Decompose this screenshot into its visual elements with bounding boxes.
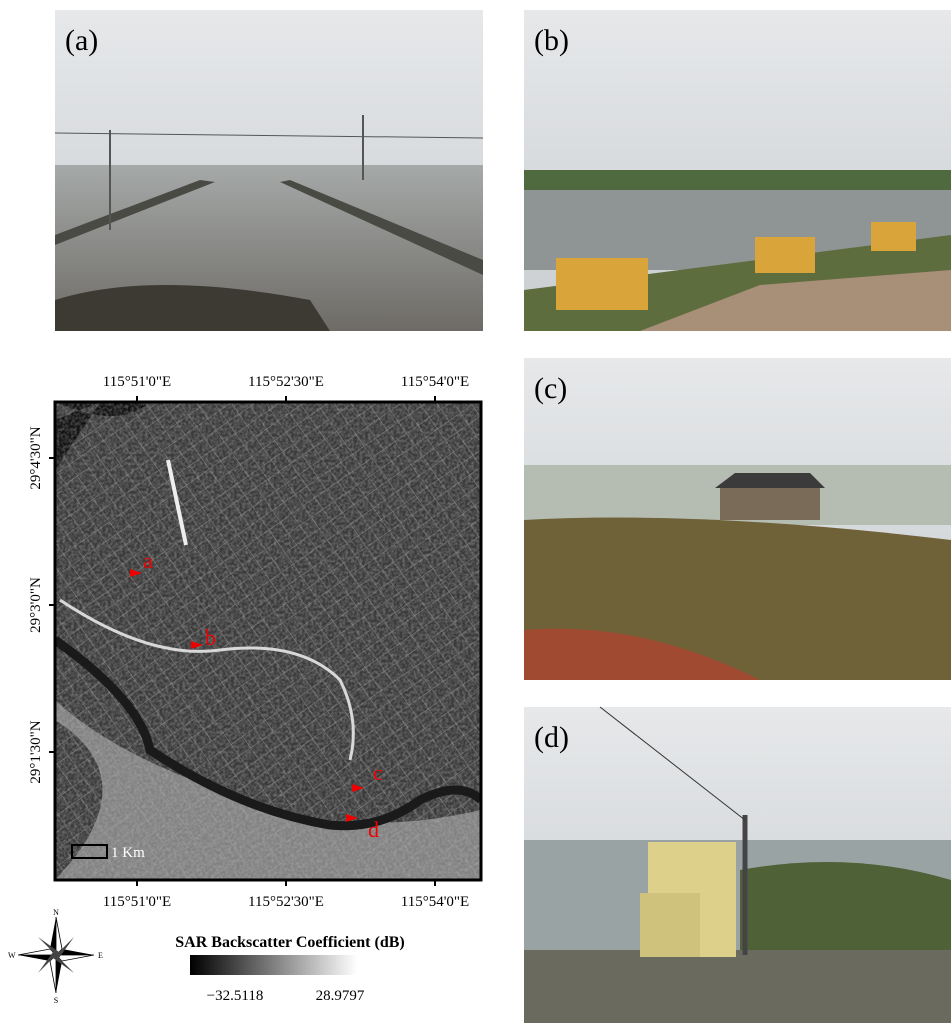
bottom-tick-label: 115°51'0"E <box>103 894 171 910</box>
compass: N S E W <box>8 908 103 1005</box>
compass-e: E <box>98 951 103 960</box>
figure: (a) (b) (c) (d) 115°51'0"E115°51'0"E115°… <box>0 0 951 1023</box>
photo-b: (b) <box>524 10 951 331</box>
left-tick-label: 29°3'0"N <box>28 577 44 633</box>
left-tick-label: 29°1'30"N <box>28 720 44 783</box>
panel-label: (d) <box>534 721 569 754</box>
photo-a: (a) <box>55 10 483 331</box>
top-tick-label: 115°54'0"E <box>401 374 469 390</box>
compass-n: N <box>53 908 59 917</box>
sar-map: 115°51'0"E 115°51'0"E 115°52'30"E 115°52'30… <box>28 374 481 910</box>
top-tick-label: 115°52'30"E <box>248 374 324 390</box>
panel-label: (c) <box>534 372 567 405</box>
panel-label: (a) <box>65 24 98 57</box>
compass-w: W <box>8 951 16 960</box>
top-tick-label: 115°51'0"E <box>103 374 171 390</box>
colorbar-max: 28.9797 <box>316 988 365 1004</box>
photo-c: (c) <box>524 358 951 680</box>
compass-s: S <box>54 996 58 1005</box>
colorbar: SAR Backscatter Coefficient (dB) −32.511… <box>175 934 404 1004</box>
bottom-tick-label: 115°54'0"E <box>401 894 469 910</box>
colorbar-title: SAR Backscatter Coefficient (dB) <box>175 934 404 951</box>
site-label: d <box>368 817 379 842</box>
left-tick-label: 29°4'30"N <box>28 426 44 489</box>
bottom-tick-label: 115°52'30"E <box>248 894 324 910</box>
colorbar-min: −32.5118 <box>207 988 264 1004</box>
site-label: c <box>373 760 383 785</box>
panel-label: (b) <box>534 24 569 57</box>
scale-bar-label: 1 Km <box>111 845 145 861</box>
site-label: a <box>143 548 153 573</box>
photo-d: (d) <box>524 707 951 1023</box>
site-label: b <box>205 625 216 650</box>
